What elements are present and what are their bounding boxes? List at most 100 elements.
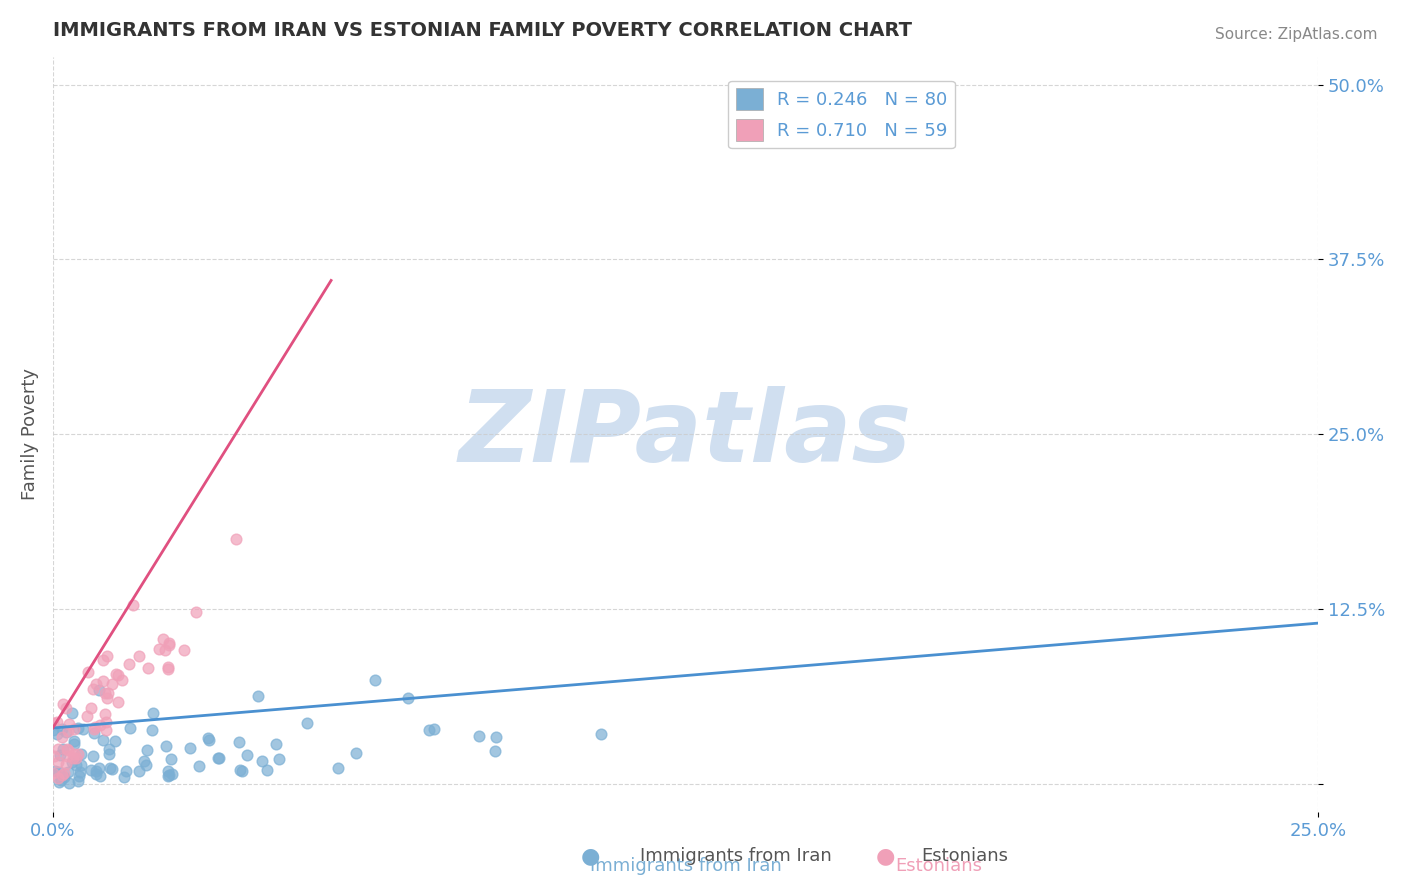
blue (72, 722, 94, 736)
blue (228, 734, 250, 748)
pink (80, 700, 103, 714)
blue (87, 761, 110, 775)
pink (56, 749, 79, 764)
blue (155, 739, 177, 753)
blue (91, 733, 114, 747)
pink (111, 673, 134, 687)
blue (264, 737, 287, 751)
blue (229, 764, 252, 778)
pink (77, 665, 100, 679)
pink (159, 636, 181, 650)
pink (97, 686, 120, 700)
Text: ●: ● (876, 847, 896, 866)
blue (67, 769, 90, 783)
blue (179, 741, 201, 756)
blue (346, 746, 368, 760)
pink (94, 706, 117, 721)
pink (46, 742, 69, 756)
blue (55, 725, 77, 739)
pink (148, 641, 170, 656)
Text: Source: ZipAtlas.com: Source: ZipAtlas.com (1215, 27, 1378, 42)
blue (67, 721, 90, 735)
pink (118, 657, 141, 671)
blue (97, 747, 120, 761)
blue (49, 748, 72, 763)
blue (67, 774, 90, 789)
blue (157, 768, 180, 782)
blue (86, 767, 108, 781)
blue (63, 734, 86, 748)
blue (112, 770, 135, 784)
pink (55, 741, 77, 756)
pink (101, 677, 124, 691)
blue (162, 767, 184, 781)
Text: Estonians: Estonians (921, 847, 1008, 865)
pink (66, 747, 89, 761)
Text: ZIPatlas: ZIPatlas (458, 386, 912, 483)
pink (96, 648, 118, 663)
blue (208, 751, 231, 765)
blue (42, 723, 65, 737)
blue (101, 762, 124, 776)
pink (83, 723, 105, 737)
pink (55, 756, 77, 771)
blue (160, 752, 183, 766)
pink (89, 718, 111, 732)
blue (65, 757, 87, 772)
blue (100, 761, 122, 775)
pink (107, 695, 129, 709)
pink (96, 690, 118, 705)
blue (267, 752, 290, 766)
blue (51, 741, 73, 756)
pink (51, 768, 73, 782)
blue (44, 764, 66, 779)
blue (87, 682, 110, 697)
blue (83, 725, 105, 739)
pink (157, 638, 180, 652)
blue (135, 743, 157, 757)
blue (197, 731, 219, 746)
blue (58, 776, 80, 790)
blue (256, 763, 278, 777)
Text: Immigrants from Iran: Immigrants from Iran (589, 857, 782, 875)
pink (152, 632, 174, 646)
blue (484, 744, 506, 758)
pink (46, 771, 69, 785)
pink (52, 765, 75, 780)
blue (297, 715, 319, 730)
blue (97, 742, 120, 756)
blue (364, 673, 387, 688)
blue (48, 775, 70, 789)
pink (42, 765, 65, 780)
blue (51, 723, 73, 737)
pink (76, 708, 98, 723)
pink (156, 660, 179, 674)
blue (187, 758, 209, 772)
pink (93, 653, 115, 667)
pink (94, 723, 117, 738)
pink (82, 681, 104, 696)
pink (84, 677, 107, 691)
blue (246, 690, 269, 704)
blue (60, 756, 83, 770)
blue (69, 764, 91, 779)
pink (55, 700, 77, 714)
blue (84, 764, 107, 779)
pink (46, 714, 69, 729)
blue (326, 760, 349, 774)
blue (118, 721, 141, 735)
pink (52, 698, 75, 712)
pink (128, 648, 150, 663)
blue (48, 765, 70, 780)
pink (62, 747, 84, 761)
blue (135, 757, 157, 772)
Text: ●: ● (581, 847, 600, 866)
pink (51, 731, 73, 745)
pink (65, 751, 87, 765)
blue (51, 773, 73, 788)
pink (93, 686, 115, 700)
pink (94, 714, 117, 729)
blue (70, 747, 93, 761)
pink (58, 716, 80, 731)
blue (128, 764, 150, 778)
